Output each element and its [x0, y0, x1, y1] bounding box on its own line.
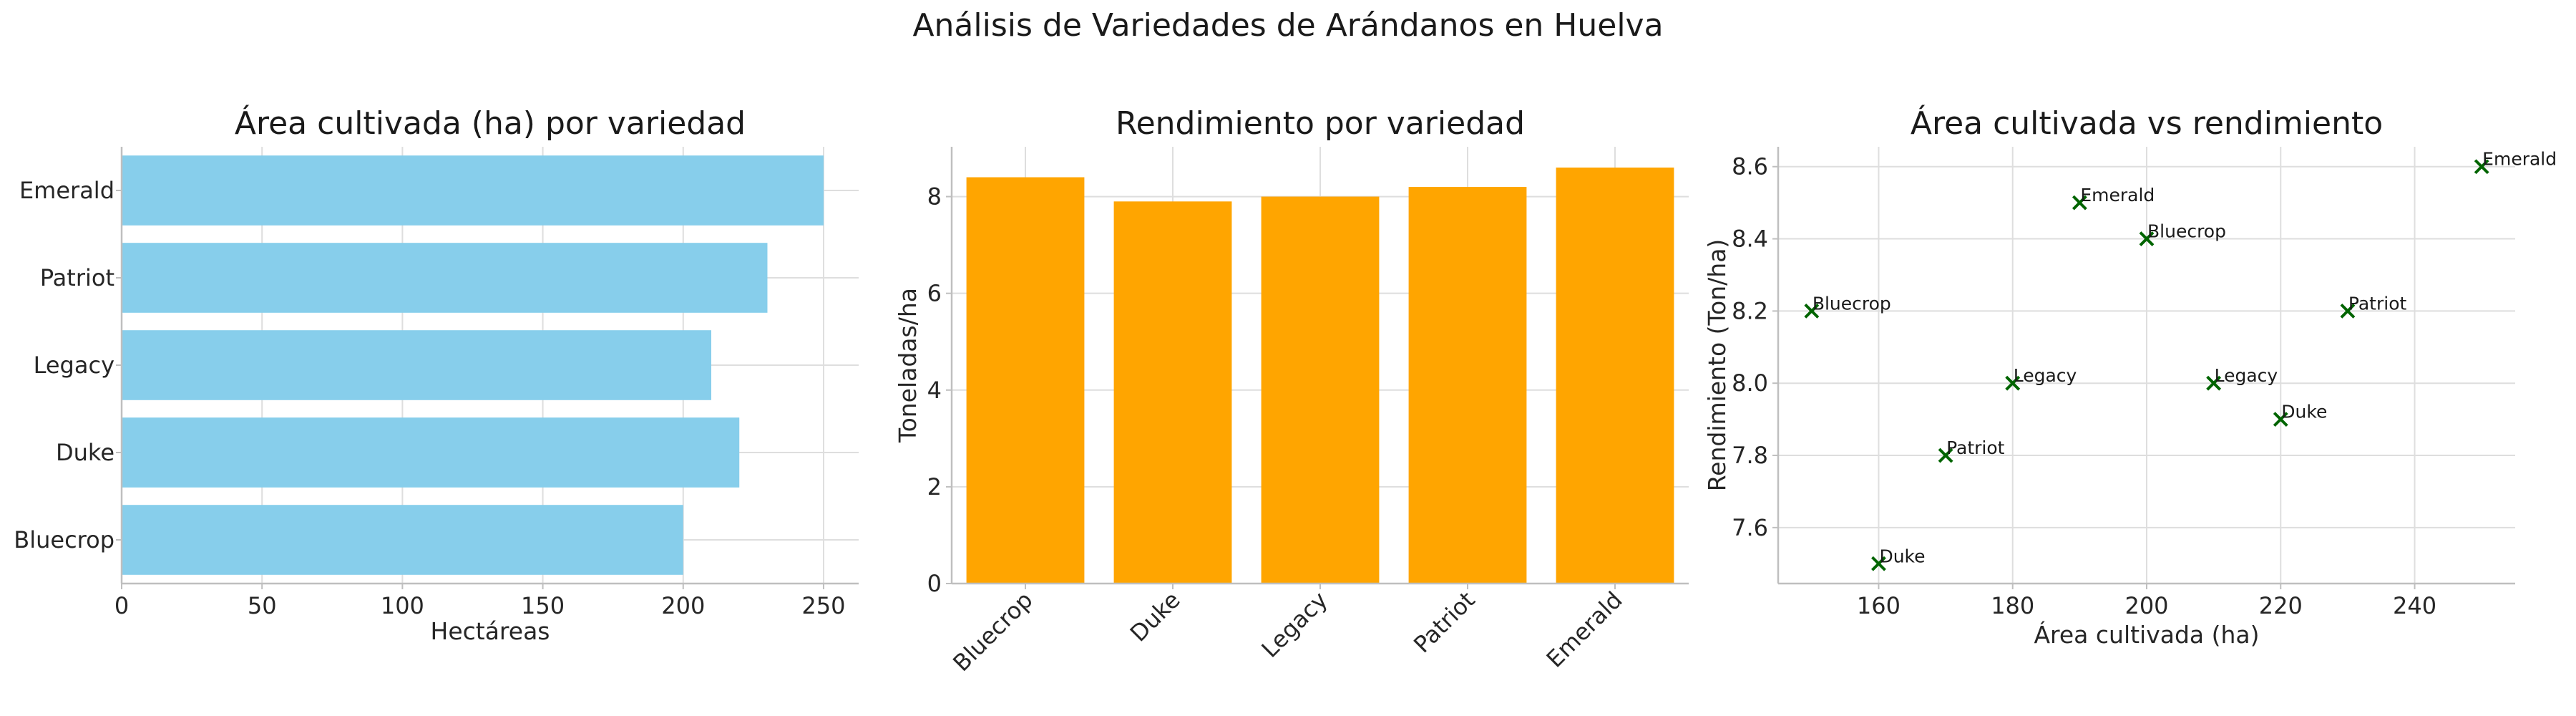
- x-tick-label: 220: [2259, 592, 2303, 619]
- bar-bluecrop: [122, 505, 683, 575]
- y-tick-label: 2: [927, 473, 942, 500]
- yield-bar-chart: 0 2 4 6 8 Bluecrop Duke Legacy Patriot Emerald Ren…: [894, 105, 1689, 677]
- point-label: Patriot: [1946, 437, 2005, 458]
- bar-patriot: [122, 243, 768, 313]
- y-tick-label: Bluecrop: [14, 526, 114, 553]
- point-label: Duke: [1879, 546, 1925, 566]
- bar-patriot: [1408, 187, 1527, 584]
- point-label: Legacy: [2014, 365, 2077, 386]
- x-axis-label: Área cultivada (ha): [2034, 620, 2259, 649]
- scatter-point: [1804, 303, 1820, 319]
- bar-emerald: [122, 155, 824, 226]
- y-tick-label: Patriot: [40, 264, 114, 291]
- area-vs-yield-scatter: 160 180 200 220 240 7.6 7.8 8.0 8.2 8.4 8.6 Bluecro…: [1703, 104, 2557, 649]
- y-tick-label: 8.0: [1732, 369, 1768, 397]
- y-tick-label: 6: [927, 280, 942, 307]
- x-tick-label: 180: [1991, 592, 2034, 619]
- panel-title: Área cultivada vs rendimiento: [1911, 104, 2383, 142]
- scatter-point: [2139, 231, 2155, 246]
- y-axis-label: Rendimiento (Ton/ha): [1703, 239, 1731, 492]
- y-tick-label: 7.6: [1732, 514, 1768, 541]
- panel-title: Área cultivada (ha) por variedad: [235, 104, 746, 142]
- scatter-point: [2005, 375, 2021, 391]
- y-tick-label: 8: [927, 183, 942, 211]
- x-tick-label: 50: [248, 592, 277, 619]
- scatter-point: [2340, 303, 2356, 319]
- bar-duke: [1113, 201, 1232, 584]
- point-label: Duke: [2281, 402, 2327, 422]
- x-tick-label: Patriot: [1408, 586, 1480, 659]
- x-tick-label: 150: [521, 592, 565, 619]
- scatter-point: [2474, 159, 2489, 175]
- x-tick-label: 240: [2393, 592, 2436, 619]
- x-tick-label: 0: [114, 592, 129, 619]
- y-tick-label: 4: [927, 377, 942, 404]
- figure-title: Análisis de Variedades de Arándanos en H…: [912, 7, 1663, 44]
- point-label: Patriot: [2348, 293, 2407, 314]
- scatter-point: [1938, 448, 1953, 463]
- bar-emerald: [1556, 168, 1674, 584]
- y-tick-label: Duke: [56, 439, 114, 466]
- bar-duke: [122, 417, 740, 488]
- scatter-point: [2206, 375, 2222, 391]
- bar-legacy: [122, 330, 711, 400]
- x-tick-label: 250: [801, 592, 845, 619]
- scatter-point: [2273, 412, 2288, 427]
- scatter-point: [2072, 195, 2087, 211]
- panel-title: Rendimiento por variedad: [1116, 105, 1525, 142]
- x-tick-label: Bluecrop: [947, 586, 1038, 677]
- x-tick-label: 200: [661, 592, 705, 619]
- y-tick-label: 8.6: [1732, 153, 1768, 180]
- point-label: Bluecrop: [1813, 293, 1891, 314]
- x-tick-label: Legacy: [1257, 586, 1333, 663]
- y-tick-label: 8.4: [1732, 226, 1768, 253]
- x-axis-label: Hectáreas: [431, 617, 550, 645]
- area-bar-chart: 0 50 100 150 200 250 Bluecrop Duke Legacy Patriot…: [14, 104, 859, 645]
- bar-legacy: [1261, 196, 1380, 584]
- y-tick-label: 7.8: [1732, 442, 1768, 469]
- point-label: Bluecrop: [2147, 221, 2226, 242]
- x-tick-label: 100: [381, 592, 424, 619]
- x-tick-label: 160: [1857, 592, 1901, 619]
- y-axis-label: Toneladas/ha: [894, 288, 922, 443]
- point-label: Emerald: [2482, 149, 2557, 170]
- bar-bluecrop: [966, 177, 1085, 584]
- x-tick-label: Emerald: [1541, 586, 1628, 673]
- x-tick-label: 200: [2124, 592, 2168, 619]
- y-tick-label: Legacy: [34, 352, 114, 379]
- scatter-point: [1871, 556, 1886, 571]
- y-tick-label: 0: [927, 570, 942, 597]
- point-label: Emerald: [2080, 185, 2155, 205]
- y-tick-label: Emerald: [19, 177, 114, 204]
- x-tick-label: Duke: [1125, 586, 1186, 647]
- y-tick-label: 8.2: [1732, 297, 1768, 324]
- point-label: Legacy: [2215, 365, 2278, 386]
